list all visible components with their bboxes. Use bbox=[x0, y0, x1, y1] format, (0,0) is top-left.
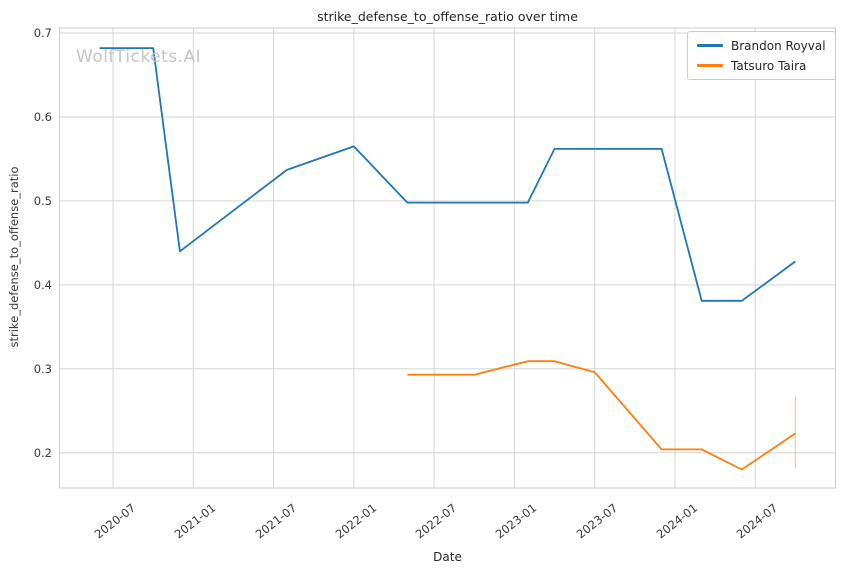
series-tatsuro-taira bbox=[407, 360, 797, 471]
y-tick-label: 0.7 bbox=[33, 26, 52, 41]
series-brandon-royval-line bbox=[99, 47, 796, 302]
watermark: WolfTickets.AI bbox=[76, 47, 202, 67]
y-tick-label: 0.2 bbox=[33, 445, 52, 460]
legend-line-swatch-blue bbox=[697, 44, 723, 47]
plot-border bbox=[59, 27, 836, 489]
y-tick-label: 0.6 bbox=[33, 109, 52, 124]
legend-line-swatch-orange bbox=[697, 64, 723, 67]
legend-label-brandon-royval: Brandon Royval bbox=[731, 38, 826, 53]
series-brandon-royval bbox=[99, 47, 796, 302]
legend-item-tatsuro-taira: Tatsuro Taira bbox=[697, 57, 826, 74]
series-tatsuro-taira-line bbox=[407, 360, 796, 471]
y-tick-label: 0.5 bbox=[33, 193, 52, 208]
legend-item-brandon-royval: Brandon Royval bbox=[697, 37, 826, 54]
legend: Brandon Royval Tatsuro Taira bbox=[687, 31, 836, 80]
legend-label-tatsuro-taira: Tatsuro Taira bbox=[731, 58, 807, 73]
gridlines bbox=[59, 28, 836, 488]
x-axis-label: Date bbox=[433, 550, 462, 564]
y-tick-label: 0.3 bbox=[33, 361, 52, 376]
y-tick-label: 0.4 bbox=[33, 277, 52, 292]
chart-title: strike_defense_to_offense_ratio over tim… bbox=[317, 9, 578, 24]
